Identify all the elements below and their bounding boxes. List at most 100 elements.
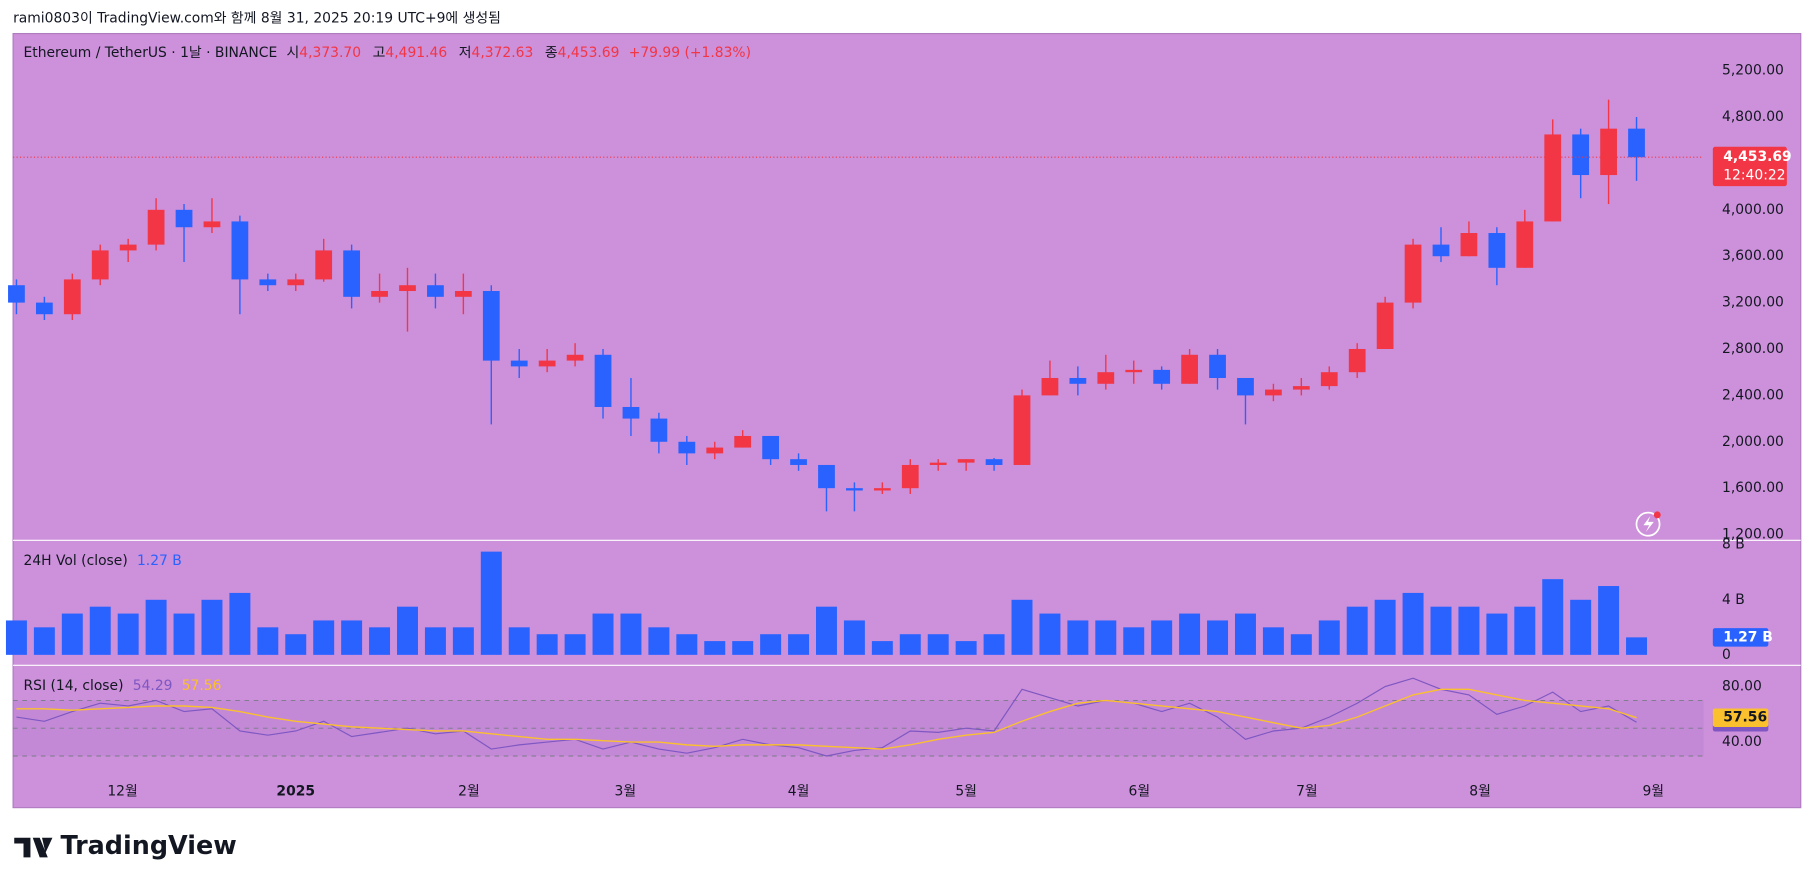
x-tick-label: 7월 bbox=[1296, 783, 1318, 799]
candle-body bbox=[538, 360, 556, 367]
volume-bar bbox=[229, 592, 251, 655]
ohlc-value: 4,372.63 bbox=[472, 45, 534, 61]
candle-body bbox=[706, 447, 724, 454]
change-value: +79.99 (+1.83%) bbox=[629, 45, 751, 61]
ohlc-value: 4,453.69 bbox=[558, 45, 620, 61]
volume-bar bbox=[1234, 613, 1256, 655]
alert-icon[interactable] bbox=[1635, 511, 1661, 537]
volume-bar bbox=[704, 641, 726, 655]
volume-bar bbox=[1095, 620, 1117, 655]
symbol-legend: Ethereum / TetherUS · 1날 · BINANCE 시4,373… bbox=[24, 45, 752, 61]
rsi-title: RSI (14, close) bbox=[24, 678, 124, 694]
candle-body bbox=[818, 464, 835, 489]
volume-bar bbox=[1346, 606, 1368, 655]
y-tick-label: 4,000.00 bbox=[1722, 202, 1784, 218]
candle-body bbox=[650, 418, 668, 442]
y-tick-label: 3,600.00 bbox=[1722, 248, 1784, 264]
volume-bar bbox=[927, 634, 949, 655]
candle-body bbox=[1265, 389, 1282, 396]
candle-body bbox=[790, 459, 807, 465]
volume-bar bbox=[61, 613, 83, 655]
volume-bar bbox=[732, 641, 754, 655]
volume-bar bbox=[1262, 627, 1284, 655]
volume-bar bbox=[1318, 620, 1340, 655]
candle-body bbox=[1544, 134, 1562, 222]
volume-bar bbox=[424, 627, 446, 655]
volume-bar bbox=[676, 634, 698, 655]
volume-bar bbox=[983, 634, 1005, 655]
y-tick-label: 5,200.00 bbox=[1722, 63, 1784, 79]
y-tick-label: 40.00 bbox=[1722, 734, 1762, 750]
countdown-label: 12:40:22 bbox=[1723, 168, 1785, 184]
x-tick-label: 2025 bbox=[276, 783, 315, 799]
candle-body bbox=[1181, 354, 1198, 384]
volume-bar bbox=[257, 627, 279, 655]
x-tick-label: 8월 bbox=[1469, 783, 1491, 799]
candle-body bbox=[1488, 233, 1506, 268]
volume-last: 1.27 B bbox=[137, 553, 182, 569]
volume-bar bbox=[648, 627, 670, 655]
volume-bar bbox=[201, 599, 223, 655]
candle-body bbox=[1376, 302, 1394, 349]
volume-legend: 24H Vol (close) 1.27 B bbox=[24, 553, 182, 569]
volume-bar bbox=[285, 634, 307, 655]
last-price-label: 4,453.69 bbox=[1723, 149, 1791, 165]
y-tick-label: 2,000.00 bbox=[1722, 434, 1784, 450]
x-tick-label: 6월 bbox=[1129, 783, 1151, 799]
y-tick-label: 4 B bbox=[1722, 592, 1745, 608]
ohlc-name: 시 bbox=[287, 45, 300, 61]
candle-body bbox=[1153, 369, 1171, 384]
volume-bar bbox=[1011, 599, 1033, 655]
volume-box bbox=[1712, 628, 1769, 647]
candle-body bbox=[1404, 244, 1422, 303]
candle-body bbox=[1125, 369, 1143, 373]
ohlc-name: 고 bbox=[373, 45, 386, 61]
y-tick-label: 80.00 bbox=[1722, 679, 1762, 695]
rsi-line bbox=[16, 688, 1637, 750]
volume-bar bbox=[1542, 579, 1564, 655]
volume-bar bbox=[1179, 613, 1201, 655]
rsi-line bbox=[16, 677, 1637, 757]
volume-bar bbox=[1151, 620, 1173, 655]
candle-body bbox=[1069, 377, 1087, 384]
volume-bar bbox=[536, 634, 558, 655]
chart-background bbox=[12, 32, 1802, 809]
volume-bar bbox=[1430, 606, 1452, 655]
brand-logo[interactable]: TradingView bbox=[14, 831, 237, 861]
candle-body bbox=[1320, 372, 1338, 387]
x-tick-label: 5월 bbox=[955, 783, 977, 799]
candle-body bbox=[482, 291, 500, 361]
volume-bar bbox=[620, 613, 642, 655]
candle-body bbox=[957, 459, 975, 463]
candle-body bbox=[63, 279, 81, 315]
volume-bar bbox=[564, 634, 586, 655]
x-tick-label: 3월 bbox=[615, 783, 637, 799]
candle-body bbox=[678, 441, 696, 454]
y-tick-label: 2,800.00 bbox=[1722, 341, 1784, 357]
volume-bar bbox=[843, 620, 865, 655]
y-tick-label: 3,200.00 bbox=[1722, 295, 1784, 311]
candle-body bbox=[259, 279, 277, 286]
y-tick-label: 2,400.00 bbox=[1722, 387, 1784, 403]
brand-name: TradingView bbox=[61, 831, 237, 861]
candle-body bbox=[929, 462, 947, 465]
candle-body bbox=[1432, 244, 1450, 257]
candle-body bbox=[901, 464, 919, 489]
volume-bar bbox=[341, 620, 363, 655]
candle-body bbox=[1572, 134, 1590, 176]
volume-bar bbox=[145, 599, 167, 655]
candle-body bbox=[175, 209, 193, 228]
volume-bar bbox=[369, 627, 391, 655]
volume-bar bbox=[452, 627, 474, 655]
x-tick-label: 12월 bbox=[107, 783, 137, 799]
candle-body bbox=[231, 221, 249, 280]
candle-body bbox=[985, 459, 1003, 465]
candle-body bbox=[594, 354, 612, 407]
candle-body bbox=[1013, 395, 1031, 465]
rsi-value: 57.56 bbox=[182, 678, 222, 694]
candle-body bbox=[147, 209, 165, 245]
x-tick-label: 4월 bbox=[788, 783, 810, 799]
volume-bar bbox=[1514, 606, 1536, 655]
header-caption: rami0803이 TradingView.com와 함께 8월 31, 202… bbox=[13, 11, 501, 27]
